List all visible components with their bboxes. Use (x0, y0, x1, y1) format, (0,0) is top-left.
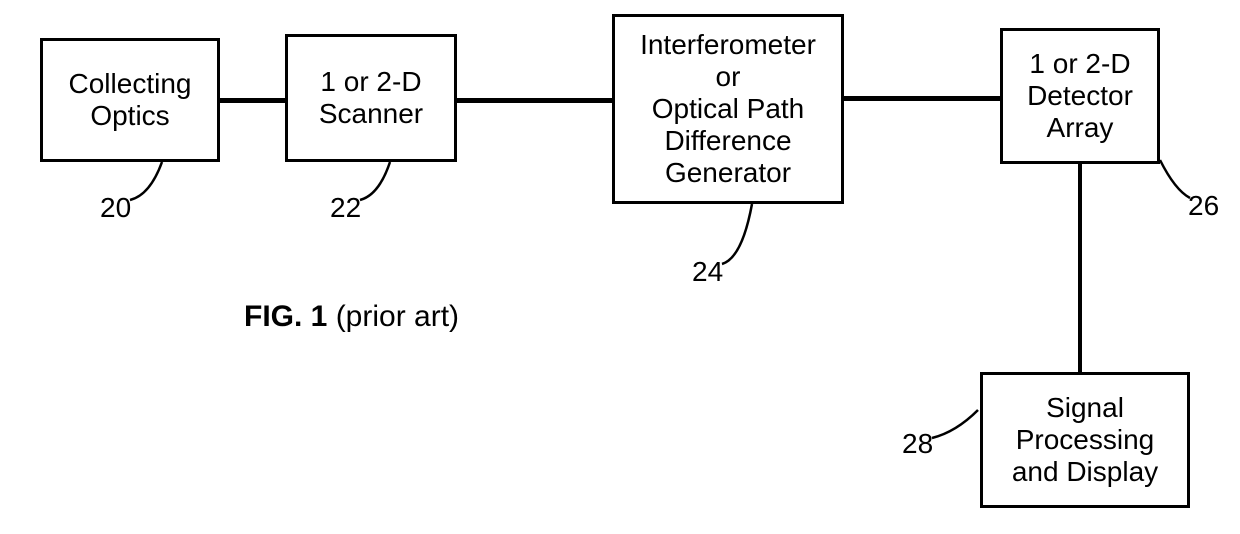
figure-number: FIG. 1 (244, 300, 327, 333)
ref-28: 28 (902, 428, 933, 460)
diagram-canvas: Collecting Optics 1 or 2-D Scanner Inter… (0, 0, 1240, 534)
ref-text: 28 (902, 428, 933, 459)
ref-leader-28 (0, 0, 1240, 534)
figure-caption: FIG. 1 (prior art) (244, 300, 459, 334)
figure-subtitle: (prior art) (327, 300, 459, 333)
